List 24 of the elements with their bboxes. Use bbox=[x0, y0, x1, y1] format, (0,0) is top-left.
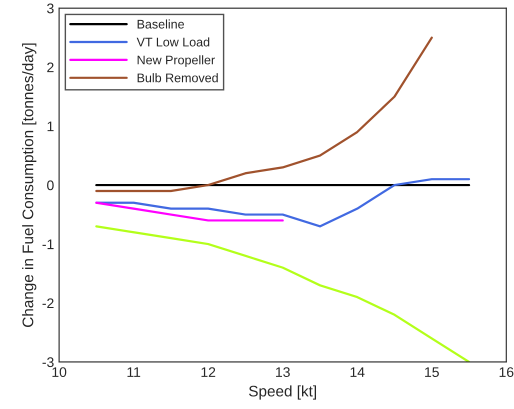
line-series bbox=[95, 178, 470, 228]
line-series bbox=[95, 225, 470, 362]
legend-label: Baseline bbox=[138, 19, 184, 29]
y-tick-label: -1 bbox=[42, 240, 54, 250]
line-series bbox=[95, 36, 433, 192]
x-tick-label: 11 bbox=[127, 367, 140, 377]
x-tick-label: 13 bbox=[276, 367, 290, 378]
legend-label: New Propeller bbox=[138, 55, 215, 67]
legend-label: VT Low Load bbox=[136, 37, 210, 47]
y-tick-label: 2 bbox=[47, 62, 54, 72]
x-tick-label: 16 bbox=[500, 367, 514, 378]
y-tick-label: -3 bbox=[42, 357, 54, 368]
x-tick-label: 12 bbox=[202, 367, 216, 377]
y-tick-label: 0 bbox=[47, 180, 54, 190]
y-tick-label: 3 bbox=[47, 4, 54, 14]
x-tick-label: 10 bbox=[52, 367, 66, 378]
y-tick-label: -2 bbox=[42, 298, 54, 308]
y-tick-label: 1 bbox=[48, 122, 54, 132]
y-axis-title: Change in Fuel Consumption [tonnes/day] bbox=[22, 43, 36, 327]
x-axis-title: Speed [kt] bbox=[249, 385, 316, 400]
x-tick-label: 15 bbox=[425, 367, 439, 378]
line-series bbox=[95, 202, 284, 222]
x-tick-label: 14 bbox=[350, 367, 365, 377]
legend-label: Bulb Removed bbox=[138, 73, 218, 82]
